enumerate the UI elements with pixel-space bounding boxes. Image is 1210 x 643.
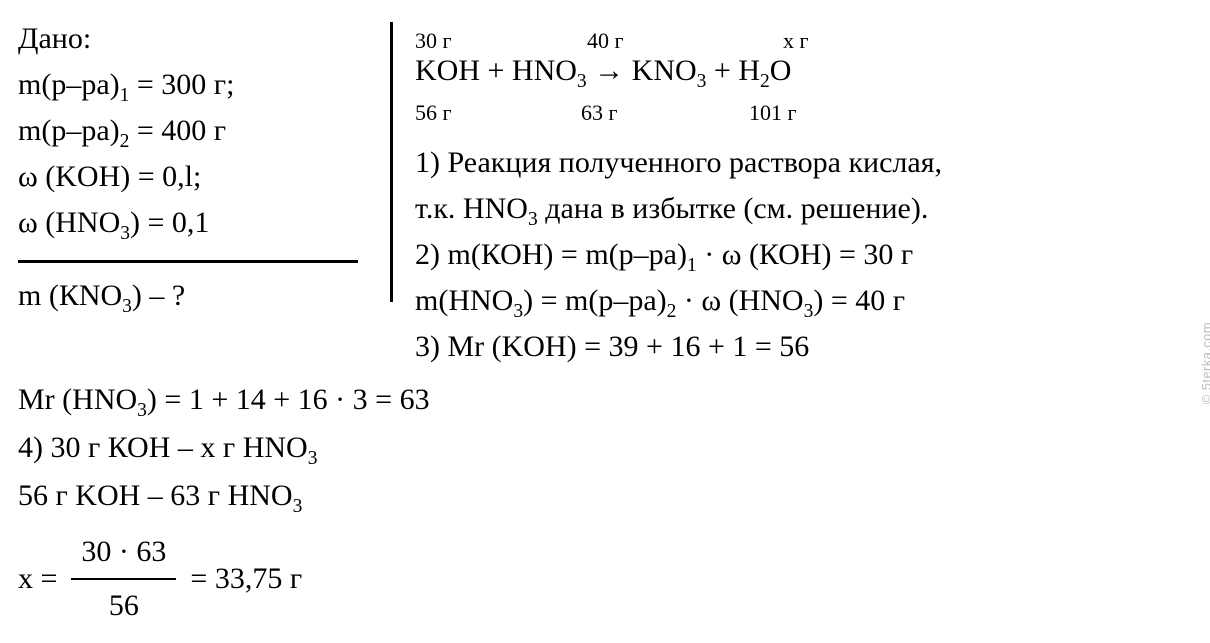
x-label: x = <box>18 555 57 603</box>
page-root: Дано: m(р–ра)1 = 300 г; m(р–ра)2 = 400 г… <box>0 0 1210 643</box>
given-title: Дано: <box>18 16 384 62</box>
lower-line-3: 56 г KOH – 63 г HNO3 <box>18 472 1192 520</box>
lower-line-x: x = 30 · 63 56 = 33,75 г <box>18 528 1192 630</box>
text: Mr (HNO <box>18 383 137 416</box>
subscript: 3 <box>577 71 587 92</box>
text: ω (HNO <box>18 206 120 239</box>
plus: + <box>480 54 512 87</box>
eq-bot-1: 56 г <box>415 90 452 136</box>
lower-line-1: Mr (HNO3) = 1 + 14 + 16 · 3 = 63 <box>18 376 1192 424</box>
eq-main: KOH + HNO3 → KNO3 + H2O <box>415 48 791 94</box>
subscript: 3 <box>120 223 130 244</box>
given-line-3: ω (KOH) = 0,l; <box>18 154 384 200</box>
vertical-divider <box>390 22 393 302</box>
term: H <box>738 54 760 87</box>
eq-bot-3: 101 г <box>749 90 797 136</box>
subscript: 3 <box>122 296 132 317</box>
text: = 300 г; <box>129 68 234 101</box>
watermark: © 5terka.com <box>1199 322 1210 404</box>
term: KOH <box>415 54 480 87</box>
term: HNO <box>512 54 577 87</box>
fraction: 30 · 63 56 <box>71 528 176 630</box>
text: m(HNO <box>415 284 513 317</box>
text: m(р–ра) <box>18 68 120 101</box>
x-result: = 33,75 г <box>190 555 302 603</box>
text: · ω (КОН) = 30 г <box>697 238 914 271</box>
text: 4) 30 г КОН – x г HNO <box>18 431 308 464</box>
given-line-2: m(р–ра)2 = 400 г <box>18 108 384 154</box>
arrow: → <box>587 54 632 87</box>
text: ) = 1 + 14 + 16 · 3 = 63 <box>147 383 430 416</box>
text: т.к. HNO <box>415 192 528 225</box>
text: ) – ? <box>132 279 185 312</box>
solution-line-5: 3) Mr (KOH) = 39 + 16 + 1 = 56 <box>415 324 1192 370</box>
subscript: 1 <box>120 85 130 106</box>
fraction-denominator: 56 <box>71 580 176 630</box>
subscript: 2 <box>760 71 770 92</box>
text: = 400 г <box>129 114 226 147</box>
subscript: 3 <box>697 71 707 92</box>
solution-block: 30 г 40 г x г KOH + HNO3 → KNO3 + H2O 56… <box>415 16 1192 370</box>
given-block: Дано: m(р–ра)1 = 300 г; m(р–ра)2 = 400 г… <box>18 16 384 319</box>
subscript: 3 <box>528 209 538 230</box>
term: KNO <box>632 54 697 87</box>
eq-bot-2: 63 г <box>581 90 618 136</box>
subscript: 3 <box>137 400 147 421</box>
subscript: 3 <box>293 496 303 517</box>
subscript: 3 <box>804 301 814 322</box>
solution-line-4: m(HNO3) = m(р–ра)2 · ω (HNO3) = 40 г <box>415 278 1192 324</box>
subscript: 2 <box>120 131 130 152</box>
subscript: 1 <box>687 255 697 276</box>
text: ) = 40 г <box>813 284 905 317</box>
text: ) = m(р–ра) <box>523 284 667 317</box>
lower-block: Mr (HNO3) = 1 + 14 + 16 · 3 = 63 4) 30 г… <box>18 376 1192 630</box>
text: 56 г KOH – 63 г HNO <box>18 479 293 512</box>
subscript: 3 <box>513 301 523 322</box>
text: · ω (HNO <box>676 284 803 317</box>
plus: + <box>706 54 738 87</box>
subscript: 3 <box>308 448 318 469</box>
text: дана в избытке (см. решение). <box>538 192 929 225</box>
find-line: m (КNO3) – ? <box>18 273 384 319</box>
given-divider <box>18 260 358 263</box>
term: O <box>770 54 792 87</box>
subscript: 2 <box>667 301 677 322</box>
solution-line-3: 2) m(КОН) = m(р–ра)1 · ω (КОН) = 30 г <box>415 232 1192 278</box>
solution-line-2: т.к. HNO3 дана в избытке (см. решение). <box>415 186 1192 232</box>
solution-line-1: 1) Реакция полученного раствора кислая, <box>415 140 1192 186</box>
text: ) = 0,1 <box>130 206 209 239</box>
given-line-4: ω (HNO3) = 0,1 <box>18 200 384 246</box>
given-line-1: m(р–ра)1 = 300 г; <box>18 62 384 108</box>
text: m (КNO <box>18 279 122 312</box>
text: m(р–ра) <box>18 114 120 147</box>
reaction-equation: 30 г 40 г x г KOH + HNO3 → KNO3 + H2O 56… <box>415 18 1192 130</box>
top-block: Дано: m(р–ра)1 = 300 г; m(р–ра)2 = 400 г… <box>18 16 1192 370</box>
text: 2) m(КОН) = m(р–ра) <box>415 238 687 271</box>
lower-line-2: 4) 30 г КОН – x г HNO3 <box>18 424 1192 472</box>
fraction-numerator: 30 · 63 <box>71 528 176 580</box>
